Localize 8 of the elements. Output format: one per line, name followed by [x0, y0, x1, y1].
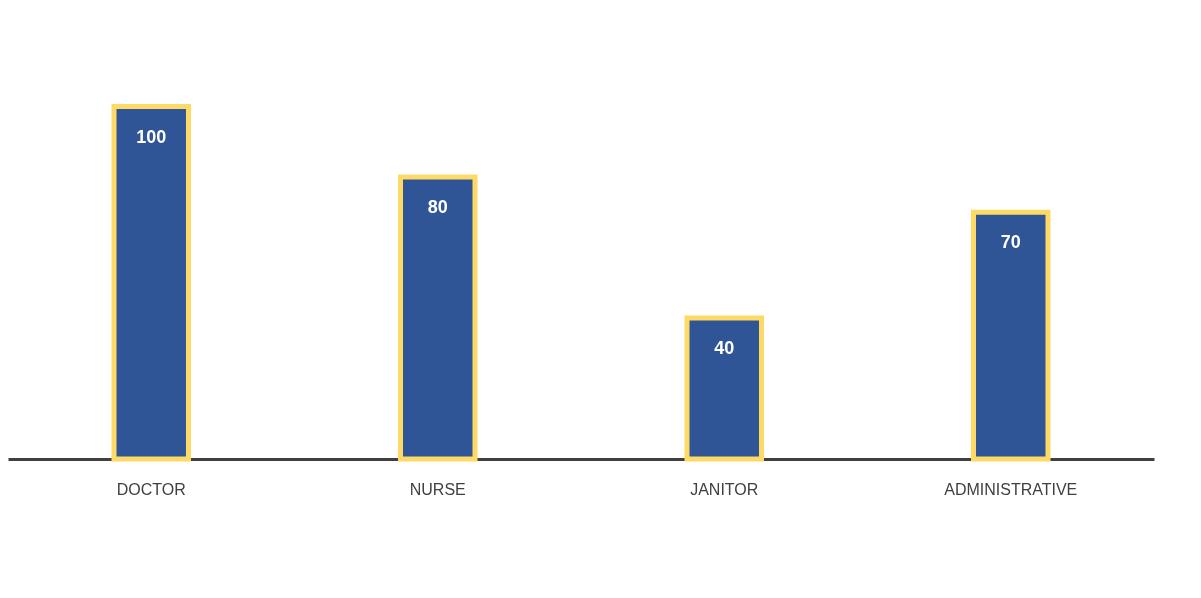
data-label: 70	[1000, 232, 1021, 253]
data-label: 100	[136, 126, 167, 147]
x-tick-label: DOCTOR	[116, 480, 186, 498]
x-tick-label: ADMINISTRATIVE	[944, 480, 1078, 498]
data-label: 80	[427, 197, 448, 217]
x-tick-label: NURSE	[409, 480, 466, 498]
data-label: 40	[714, 338, 735, 358]
x-tick-label: JANITOR	[690, 480, 759, 498]
